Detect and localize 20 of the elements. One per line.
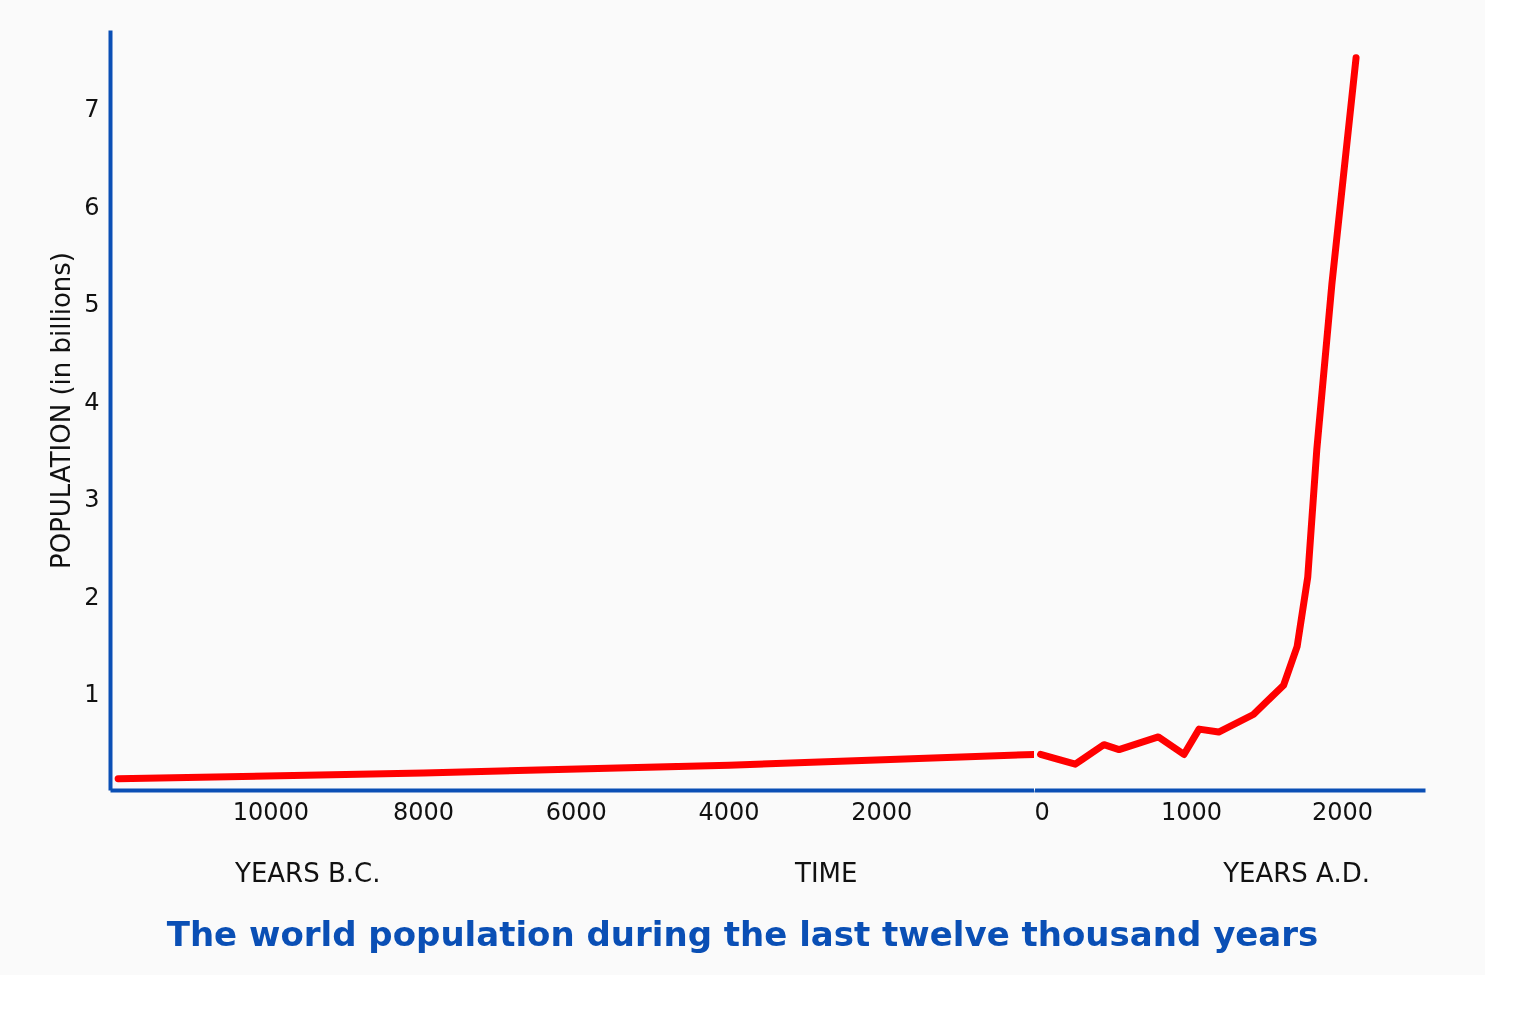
y-axis-title: POPULATION (in billions) xyxy=(46,251,77,570)
x-tick-label: 8000 xyxy=(393,797,455,826)
y-tick-label: 6 xyxy=(84,192,100,221)
y-tick-label: 2 xyxy=(84,582,100,611)
text: YEARS A.D. xyxy=(1223,857,1370,890)
x-tick-label: 2000 xyxy=(1311,797,1374,826)
x-tick-label: 2000 xyxy=(851,797,913,826)
text: YEARS B.C. xyxy=(235,857,381,890)
x-tick-label: 4000 xyxy=(698,797,760,826)
x-tick-label: 10000 xyxy=(232,797,310,826)
y-tick-label: 7 xyxy=(84,95,100,124)
x-tick-label: 6000 xyxy=(545,797,607,826)
x-tick-label: 0 xyxy=(1034,797,1050,826)
x-axis-title: TIME xyxy=(795,857,858,890)
text: The world population during the last twelve thousand years xyxy=(165,913,1320,956)
y-tick-label: 5 xyxy=(84,290,100,319)
y-tick-label: 1 xyxy=(84,680,100,709)
y-tick-label: 3 xyxy=(84,485,100,514)
x-tick-label: 1000 xyxy=(1160,797,1223,826)
y-tick-label: 4 xyxy=(84,387,100,416)
